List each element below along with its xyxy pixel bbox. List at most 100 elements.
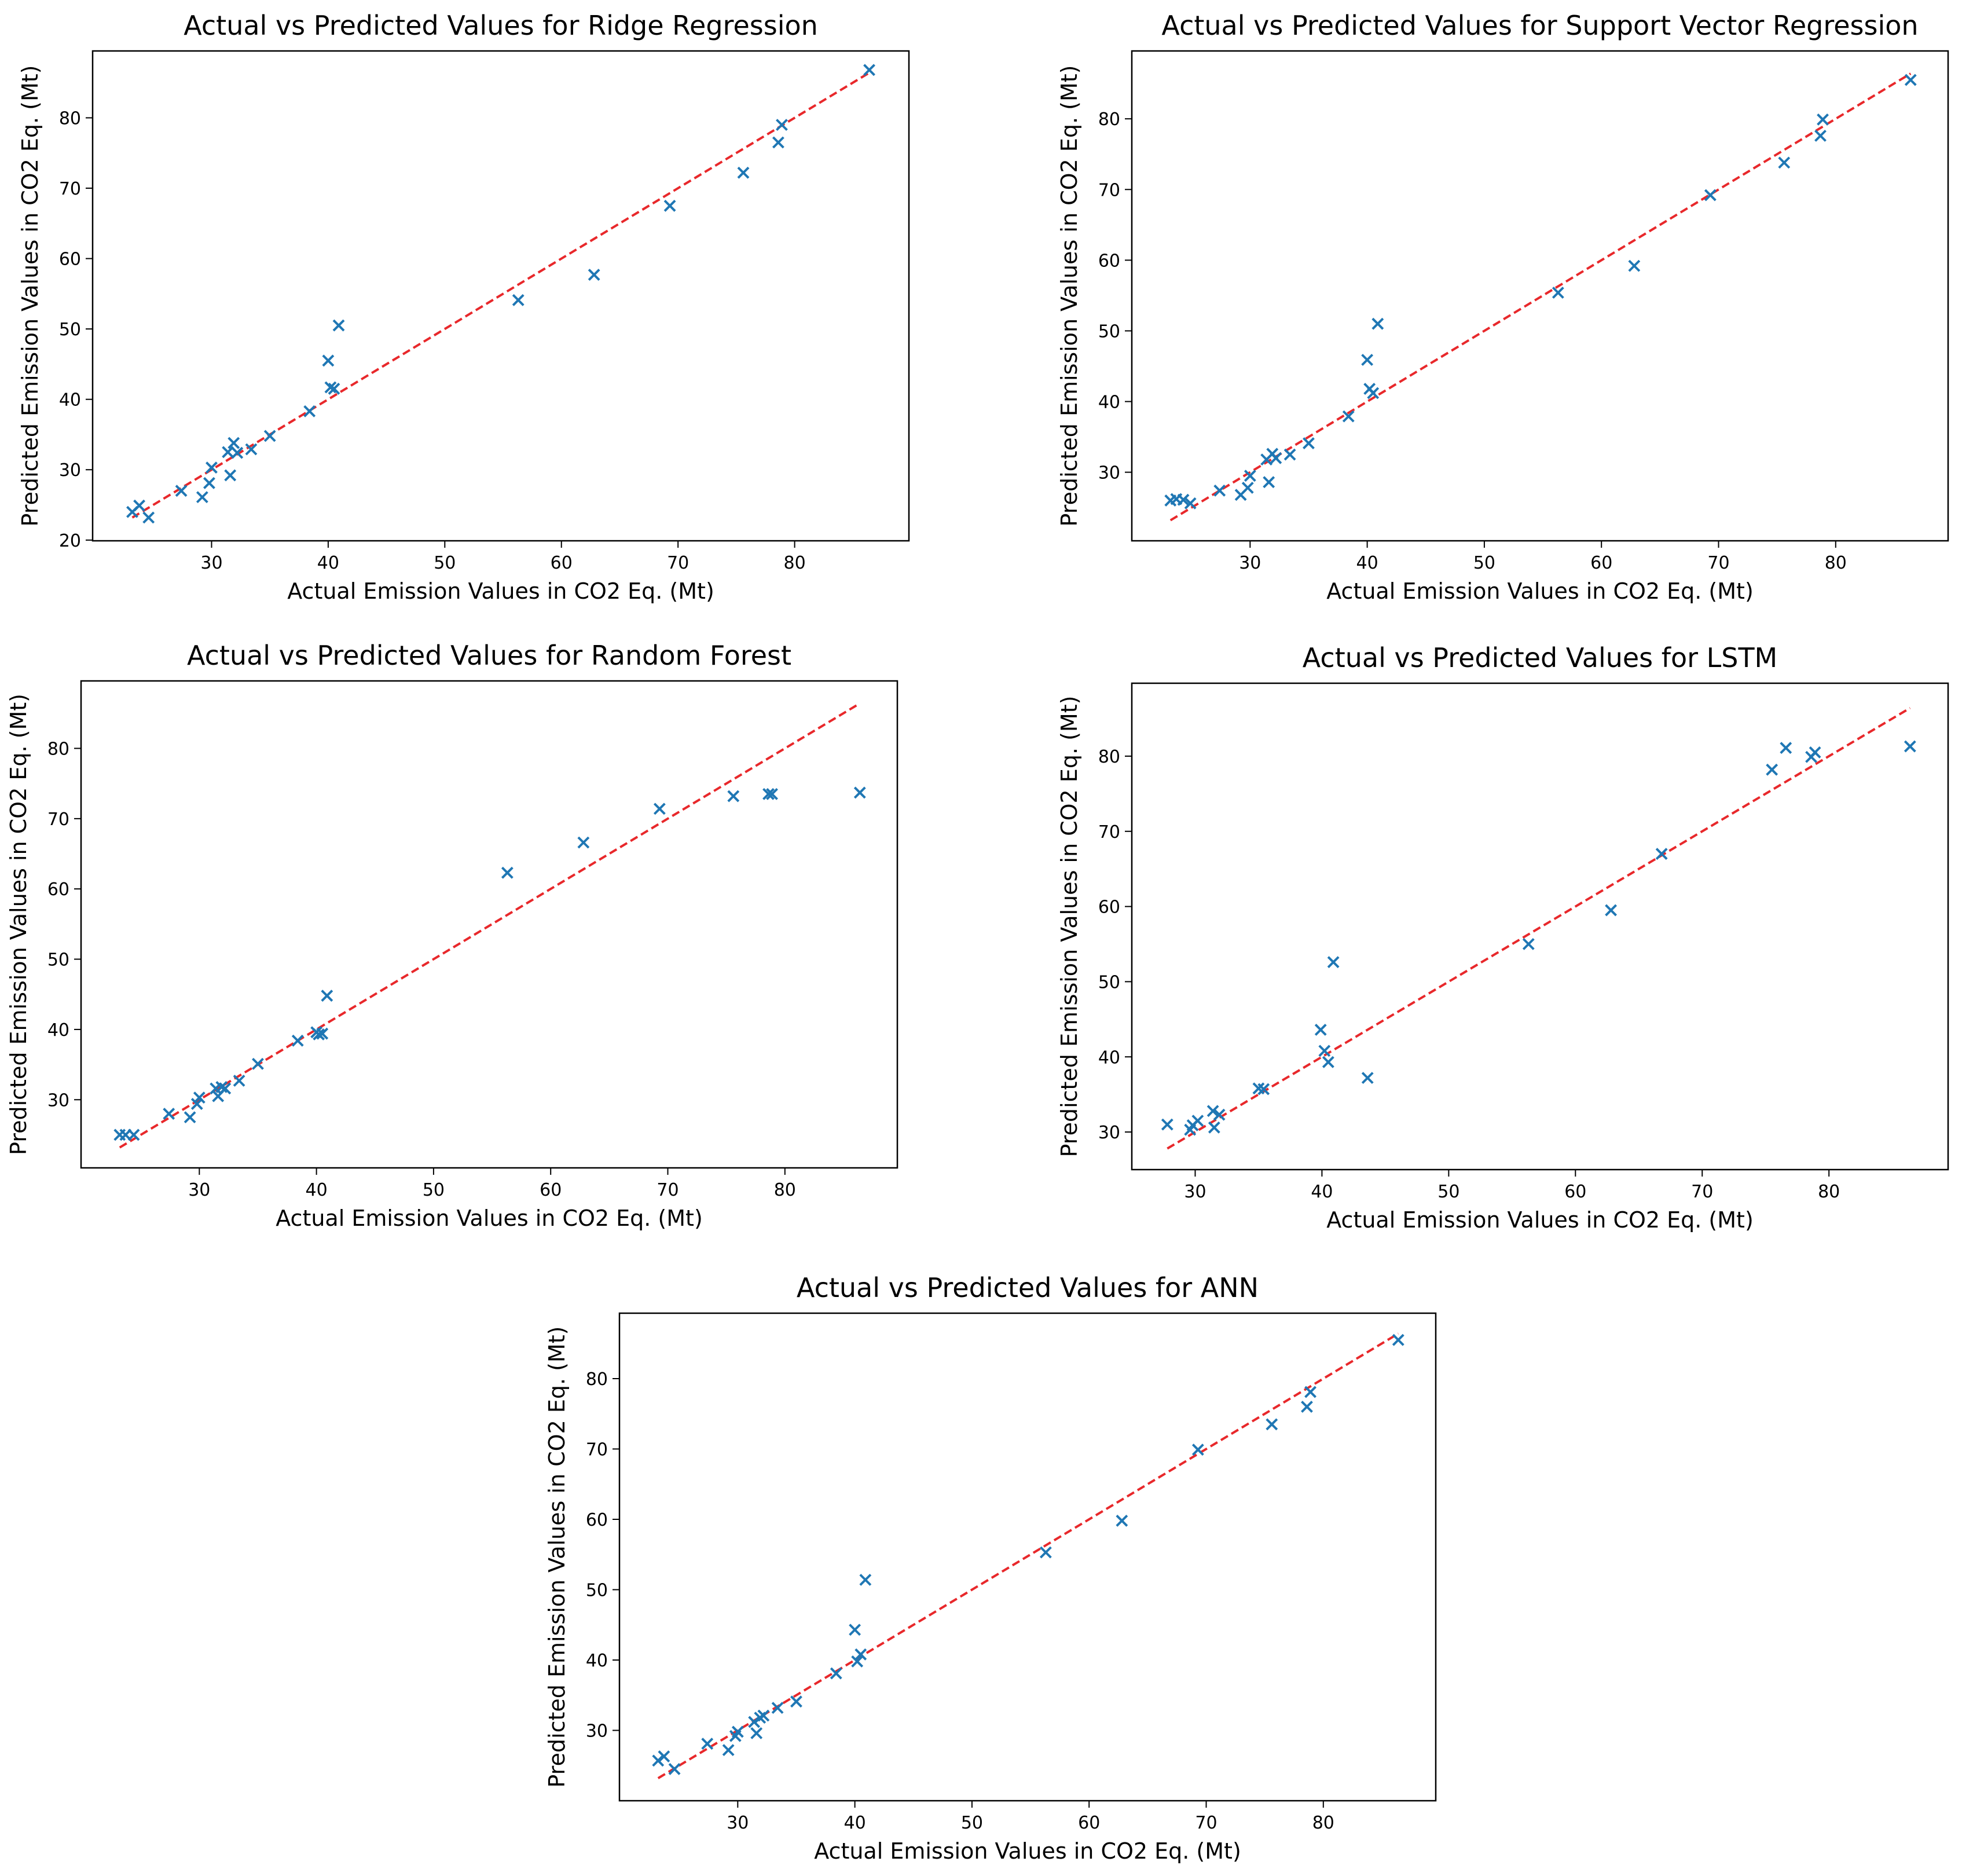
data-point <box>1177 493 1190 506</box>
y-axis-label: Predicted Emission Values in CO2 Eq. (Mt… <box>544 1327 570 1788</box>
data-point-stroke <box>263 430 276 442</box>
data-point <box>766 787 778 800</box>
data-point-stroke <box>1904 740 1916 753</box>
data-point-stroke <box>142 511 155 524</box>
data-point-stroke <box>790 1695 802 1708</box>
ideal-fit-line <box>119 702 861 1149</box>
data-point-stroke <box>1817 113 1829 126</box>
data-point-stroke <box>196 491 208 504</box>
data-point <box>1161 1118 1173 1131</box>
data-point <box>757 1709 770 1722</box>
data-point <box>1780 742 1792 754</box>
data-point-stroke <box>1184 497 1197 510</box>
x-tick-label: 50 <box>434 553 456 573</box>
ideal-fit-line <box>131 71 870 519</box>
x-tick-label: 30 <box>200 553 222 573</box>
x-tick-label: 70 <box>1707 553 1729 573</box>
x-axis-label: Actual Emission Values in CO2 Eq. (Mt) <box>814 1838 1241 1864</box>
y-tick-label: 50 <box>1098 321 1120 342</box>
data-point-stroke <box>1244 470 1256 482</box>
data-point <box>316 1027 329 1040</box>
data-point-stroke <box>663 199 676 212</box>
data-point-stroke <box>203 477 215 489</box>
data-point-stroke <box>193 1091 206 1104</box>
data-point <box>1208 1121 1220 1134</box>
data-point <box>127 1128 140 1141</box>
data-point-stroke <box>328 383 340 395</box>
x-tick-label: 40 <box>306 1180 328 1200</box>
data-point-stroke <box>1809 746 1821 759</box>
data-point-stroke <box>1766 763 1778 776</box>
data-point-stroke <box>184 1111 196 1124</box>
data-point-stroke <box>731 1725 744 1738</box>
data-point-stroke <box>1318 1045 1331 1057</box>
data-point <box>1904 740 1916 753</box>
data-point-stroke <box>1522 938 1535 950</box>
data-point-stroke <box>206 461 218 474</box>
data-point-stroke <box>1342 410 1355 423</box>
x-tick-label: 30 <box>1184 1182 1206 1202</box>
chart-title: Actual vs Predicted Values for LSTM <box>1303 642 1778 673</box>
data-point-stroke <box>1039 1546 1052 1559</box>
x-tick-label: 30 <box>188 1180 210 1200</box>
x-tick-label: 60 <box>551 553 573 573</box>
data-point <box>727 790 740 803</box>
data-point <box>1270 452 1282 464</box>
data-point <box>175 485 188 497</box>
data-point <box>321 990 333 1002</box>
data-point <box>1778 156 1791 169</box>
y-axis-label: Predicted Emission Values in CO2 Eq. (Mt… <box>6 694 31 1155</box>
x-tick-label: 40 <box>844 1813 866 1833</box>
data-point <box>863 64 875 76</box>
data-point-stroke <box>1208 1121 1220 1134</box>
y-tick-label: 80 <box>59 108 81 129</box>
y-tick-label: 30 <box>59 460 81 481</box>
y-tick-label: 40 <box>586 1651 608 1671</box>
data-point <box>328 383 340 395</box>
chart-3: Actual vs Predicted Values for Random Fo… <box>6 640 899 1231</box>
y-tick-label: 70 <box>59 179 81 199</box>
data-point <box>762 787 775 800</box>
data-point-stroke <box>1704 189 1717 201</box>
data-point <box>142 511 155 524</box>
data-point <box>1371 317 1384 330</box>
data-point-stroke <box>1252 1082 1265 1095</box>
data-point-stroke <box>1304 1386 1316 1398</box>
data-point-stroke <box>1161 1118 1173 1131</box>
y-tick-label: 60 <box>1098 251 1120 271</box>
y-axis-label: Predicted Emission Values in CO2 Eq. (Mt… <box>1057 696 1082 1157</box>
y-tick-label: 50 <box>1098 972 1120 992</box>
data-point <box>853 786 866 799</box>
data-point-stroke <box>163 1108 175 1120</box>
data-point <box>332 319 345 332</box>
data-point <box>1327 956 1340 969</box>
data-point <box>512 294 525 306</box>
data-point-stroke <box>291 1034 304 1047</box>
data-point-stroke <box>668 1763 681 1775</box>
data-point <box>184 1111 196 1124</box>
data-point-stroke <box>1213 1108 1226 1121</box>
data-point-stroke <box>851 1655 864 1668</box>
x-axis-label: Actual Emission Values in CO2 Eq. (Mt) <box>287 578 714 604</box>
data-point <box>1318 1045 1331 1057</box>
data-point-stroke <box>1904 74 1917 86</box>
chart-5: Actual vs Predicted Values for ANN 30 40 50… <box>544 1272 1437 1864</box>
data-point-stroke <box>771 1702 784 1714</box>
data-point-stroke <box>316 1027 329 1040</box>
data-point <box>1628 259 1641 272</box>
data-point <box>1213 484 1226 497</box>
data-point <box>245 443 258 456</box>
data-point <box>1817 113 1829 126</box>
data-point <box>771 1702 784 1714</box>
data-point <box>1257 1083 1270 1095</box>
data-point-stroke <box>233 1075 245 1087</box>
x-tick-label: 80 <box>774 1180 796 1200</box>
y-tick-label: 60 <box>47 880 69 900</box>
data-point <box>1213 1108 1226 1121</box>
data-point <box>731 1725 744 1738</box>
data-point <box>1522 938 1535 950</box>
data-point <box>252 1057 264 1070</box>
data-point-stroke <box>322 354 335 367</box>
data-point-stroke <box>1303 437 1315 449</box>
y-tick-label: 70 <box>586 1439 608 1460</box>
